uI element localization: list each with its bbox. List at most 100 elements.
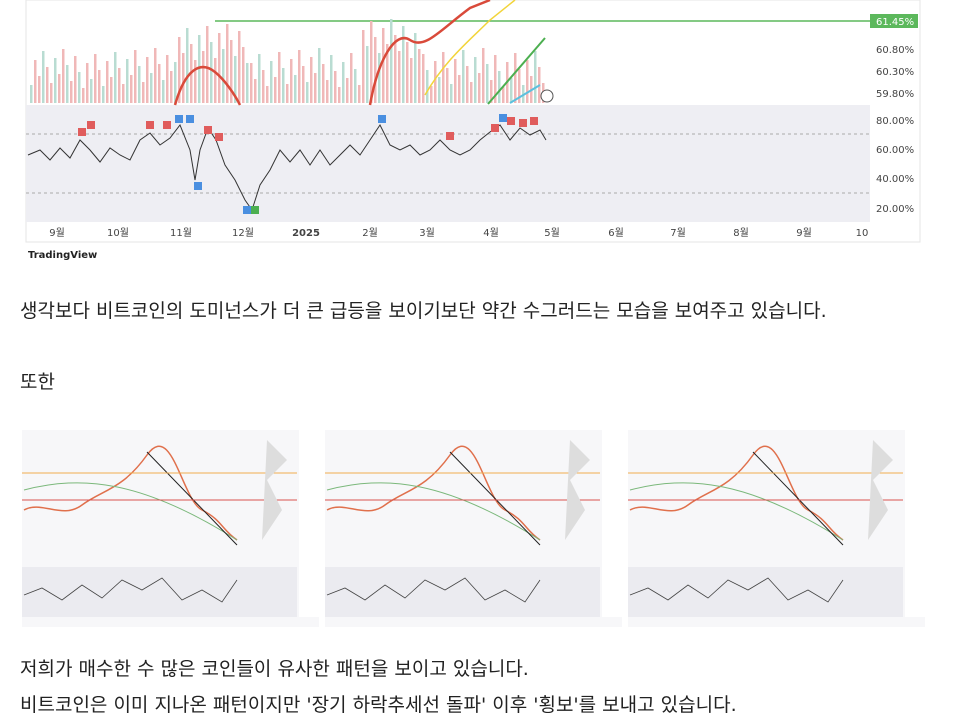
volume-bar	[322, 64, 325, 103]
volume-bar	[266, 86, 269, 103]
brand: TradingView	[28, 250, 97, 261]
volume-bar	[130, 75, 133, 103]
volume-bar	[42, 51, 45, 103]
volume-bar	[262, 70, 265, 103]
volume-bar	[150, 73, 153, 103]
volume-bar	[426, 70, 429, 103]
volume-bar	[450, 84, 453, 103]
volume-bar	[94, 54, 97, 103]
volume-bar	[146, 57, 149, 103]
volume-bar	[126, 59, 129, 103]
price-label: 61.45%	[876, 17, 914, 28]
volume-bar	[134, 50, 137, 103]
price-label: 60.80%	[876, 45, 914, 56]
coin-charts	[21, 429, 926, 628]
volume-bar	[70, 81, 73, 103]
paragraph: 생각보다 비트코인의 도미넌스가 더 큰 급등을 보이기보단 약간 수그러드는 …	[20, 300, 827, 322]
volume-bar	[438, 77, 441, 103]
volume-bar	[422, 54, 425, 103]
volume-bar	[374, 37, 377, 103]
volume-bar	[174, 62, 177, 103]
volume-bar	[222, 49, 225, 103]
paragraph: 비트코인은 이미 지나온 패턴이지만 '장기 하락추세선 돌파' 이후 '횡보'…	[20, 694, 737, 716]
volume-bar	[278, 52, 281, 103]
time-label: 9월	[49, 227, 65, 239]
volume-bar	[30, 85, 33, 103]
time-label: 10월	[107, 227, 129, 239]
volume-bar	[302, 66, 305, 103]
volume-bar	[510, 78, 513, 103]
volume-bar	[202, 51, 205, 103]
volume-bar	[298, 50, 301, 103]
volume-bar	[466, 66, 469, 103]
time-label: 12월	[232, 227, 254, 239]
time-label: 2월	[362, 227, 378, 239]
time-label: 10	[856, 228, 869, 239]
time-label: 11월	[170, 227, 192, 239]
volume-bar	[194, 60, 197, 103]
volume-bar	[434, 61, 437, 103]
volume-bar	[502, 87, 505, 103]
volume-bar	[394, 35, 397, 103]
volume-bar	[66, 65, 69, 103]
volume-bar	[442, 52, 445, 103]
volume-bar	[482, 48, 485, 103]
volume-bar	[350, 53, 353, 103]
volume-bar	[342, 62, 345, 103]
volume-bar	[282, 68, 285, 103]
volume-bar	[518, 69, 521, 103]
buy-marker	[251, 206, 259, 214]
volume-bar	[242, 47, 245, 103]
volume-bar	[494, 55, 497, 103]
volume-bar	[162, 80, 165, 103]
volume-bar	[230, 40, 233, 103]
volume-bar	[490, 80, 493, 103]
volume-bar	[446, 68, 449, 103]
time-label: 7월	[670, 227, 686, 239]
volume-bar	[78, 72, 81, 103]
volume-bar	[34, 60, 37, 103]
volume-bar	[462, 50, 465, 103]
ma-line	[487, 37, 546, 105]
coin-chart	[627, 429, 926, 628]
volume-bar	[358, 85, 361, 103]
indicator-line	[27, 123, 547, 212]
volume-bar	[74, 56, 77, 103]
price-badge	[870, 14, 918, 28]
volume-bar	[498, 71, 501, 103]
volume-bar	[338, 87, 341, 103]
volume-bar	[210, 42, 213, 103]
volume-bar	[110, 77, 113, 103]
buy-markers	[175, 114, 507, 214]
volume-bar	[246, 63, 249, 103]
volume-bar	[330, 55, 333, 103]
volume-bar	[82, 88, 85, 103]
volume-bar	[218, 33, 221, 103]
volume-bar	[410, 58, 413, 103]
volume-bar	[458, 75, 461, 103]
volume-bar	[286, 84, 289, 103]
volume-bar	[106, 61, 109, 103]
volume-bar	[62, 49, 65, 103]
volume-bar	[86, 63, 89, 103]
volume-bar	[258, 54, 261, 103]
volume-bar	[178, 37, 181, 103]
volume-bar	[378, 53, 381, 103]
volume-bar	[334, 71, 337, 103]
volume-bar	[414, 33, 417, 103]
volume-bar	[98, 70, 101, 103]
volume-bar	[254, 79, 257, 103]
volume-bar	[154, 48, 157, 103]
volume-bar	[122, 84, 125, 103]
volume-bar	[534, 51, 537, 103]
volume-bar	[226, 24, 229, 103]
volume-bar	[166, 55, 169, 103]
sell-markers	[78, 117, 538, 141]
price-label: 59.80%	[876, 89, 914, 100]
volume-bar	[206, 26, 209, 103]
volume-bar	[250, 63, 253, 103]
time-label: 3월	[419, 227, 435, 239]
time-label: 4월	[483, 227, 499, 239]
volume-bar	[454, 59, 457, 103]
